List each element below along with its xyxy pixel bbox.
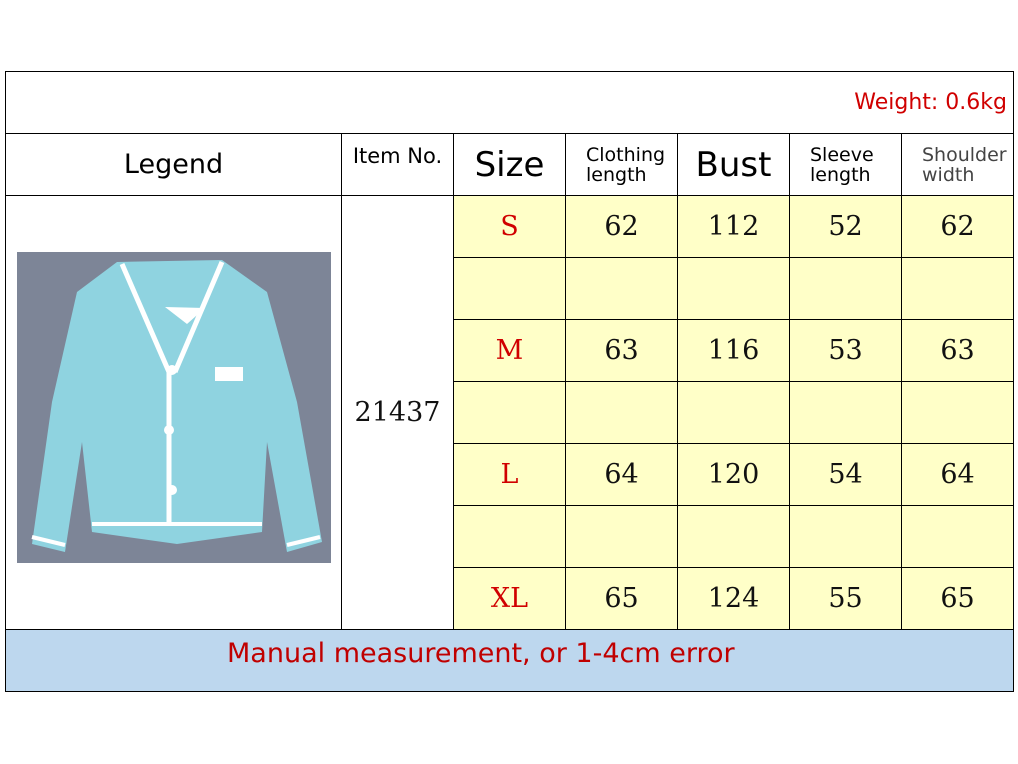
header-item-no: Item No. — [342, 134, 454, 196]
bust-cell: 112 — [678, 196, 790, 258]
shoulder-width-cell — [902, 382, 1014, 444]
shoulder-width-cell: 63 — [902, 320, 1014, 382]
shoulder-width-cell: 64 — [902, 444, 1014, 506]
bust-cell — [678, 506, 790, 568]
weight-row: Weight: 0.6kg — [5, 71, 1014, 134]
shoulder-width-cell — [902, 258, 1014, 320]
sleeve-length-cell: 52 — [790, 196, 902, 258]
header-clothing-length: Clothing length — [566, 134, 678, 196]
size-cell: S — [454, 196, 566, 258]
bust-cell: 124 — [678, 568, 790, 630]
header-sleeve-length: Sleeve length — [790, 134, 902, 196]
clothing-length-cell — [566, 382, 678, 444]
shoulder-width-cell: 62 — [902, 196, 1014, 258]
header-bust: Bust — [678, 134, 790, 196]
size-cell: L — [454, 444, 566, 506]
item-number: 21437 — [342, 196, 454, 630]
shoulder-width-cell — [902, 506, 1014, 568]
size-cell: M — [454, 320, 566, 382]
header-shoulder-width: Shoulder width — [902, 134, 1014, 196]
bust-cell: 120 — [678, 444, 790, 506]
size-cell: XL — [454, 568, 566, 630]
header-legend: Legend — [5, 134, 342, 196]
sleeve-length-cell: 53 — [790, 320, 902, 382]
size-cell — [454, 258, 566, 320]
size-cell — [454, 382, 566, 444]
bust-cell — [678, 258, 790, 320]
sleeve-length-cell: 54 — [790, 444, 902, 506]
shoulder-width-cell: 65 — [902, 568, 1014, 630]
sleeve-length-cell — [790, 382, 902, 444]
footer-note-row: Manual measurement, or 1-4cm error — [5, 630, 1014, 692]
header-size: Size — [454, 134, 566, 196]
sleeve-length-cell: 55 — [790, 568, 902, 630]
sleeve-length-cell — [790, 258, 902, 320]
weight-label: Weight: 0.6kg — [854, 90, 1007, 115]
clothing-length-cell — [566, 506, 678, 568]
sleeve-length-cell — [790, 506, 902, 568]
clothing-length-cell: 64 — [566, 444, 678, 506]
cardigan-photo — [17, 252, 331, 563]
clothing-length-cell: 62 — [566, 196, 678, 258]
bust-cell: 116 — [678, 320, 790, 382]
clothing-length-cell: 65 — [566, 568, 678, 630]
clothing-length-cell: 63 — [566, 320, 678, 382]
legend-cell — [5, 196, 342, 630]
clothing-length-cell — [566, 258, 678, 320]
size-cell — [454, 506, 566, 568]
bust-cell — [678, 382, 790, 444]
footer-note: Manual measurement, or 1-4cm error — [227, 638, 735, 669]
